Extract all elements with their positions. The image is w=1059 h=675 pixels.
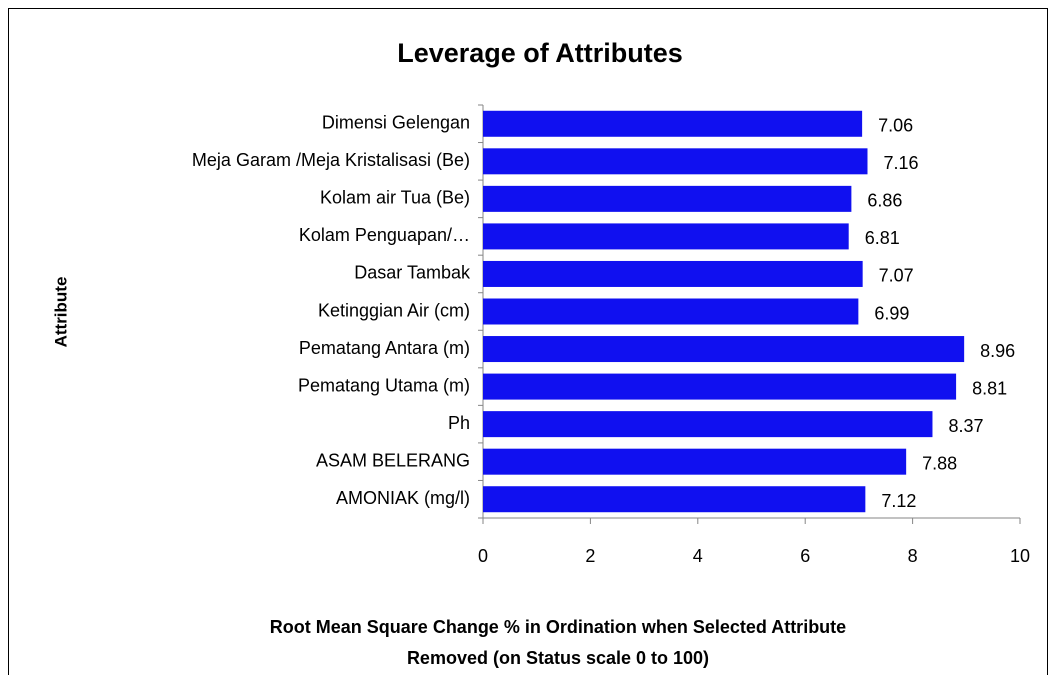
y-tick-label: ASAM BELERANG: [316, 450, 470, 470]
data-label: 7.07: [879, 266, 914, 286]
data-label: 6.81: [865, 228, 900, 248]
x-axis-title: Removed (on Status scale 0 to 100): [407, 648, 709, 668]
x-tick-label: 0: [478, 546, 488, 566]
bar: [483, 298, 859, 325]
data-label: 6.99: [874, 303, 909, 323]
x-tick-label: 4: [693, 546, 703, 566]
bar: [483, 148, 868, 175]
data-label: 8.37: [948, 416, 983, 436]
x-tick-label: 2: [585, 546, 595, 566]
y-tick-label: Pematang Utama (m): [298, 375, 470, 395]
data-label: 7.06: [878, 116, 913, 136]
bar: [483, 336, 965, 363]
bar: [483, 448, 907, 475]
y-tick-label: AMONIAK (mg/l): [336, 488, 470, 508]
data-label: 8.96: [980, 341, 1015, 361]
data-label: 7.16: [883, 153, 918, 173]
y-tick-label: Meja Garam /Meja Kristalisasi (Be): [192, 150, 470, 170]
y-tick-label: Ketinggian Air (cm): [318, 300, 470, 320]
x-tick-label: 10: [1010, 546, 1030, 566]
bar: [483, 411, 933, 438]
bar: [483, 110, 863, 137]
y-tick-label: Dasar Tambak: [354, 263, 471, 283]
y-tick-label: Ph: [448, 413, 470, 433]
data-label: 7.88: [922, 453, 957, 473]
chart-title: Leverage of Attributes: [397, 38, 683, 68]
x-tick-label: 6: [800, 546, 810, 566]
bar: [483, 486, 866, 513]
y-tick-label: Dimensi Gelengan: [322, 113, 470, 133]
x-axis-title: Root Mean Square Change % in Ordination …: [270, 617, 846, 637]
y-tick-label: Pematang Antara (m): [299, 338, 470, 358]
bar: [483, 260, 863, 287]
data-label: 7.12: [881, 491, 916, 511]
y-tick-label: Kolam air Tua (Be): [320, 188, 470, 208]
data-label: 6.86: [867, 191, 902, 211]
bar: [483, 223, 849, 250]
bar: [483, 185, 852, 212]
x-tick-label: 8: [908, 546, 918, 566]
y-axis-title: Attribute: [51, 277, 70, 348]
data-label: 8.81: [972, 378, 1007, 398]
y-tick-label: Kolam Penguapan/…: [299, 225, 470, 245]
bar: [483, 373, 957, 400]
